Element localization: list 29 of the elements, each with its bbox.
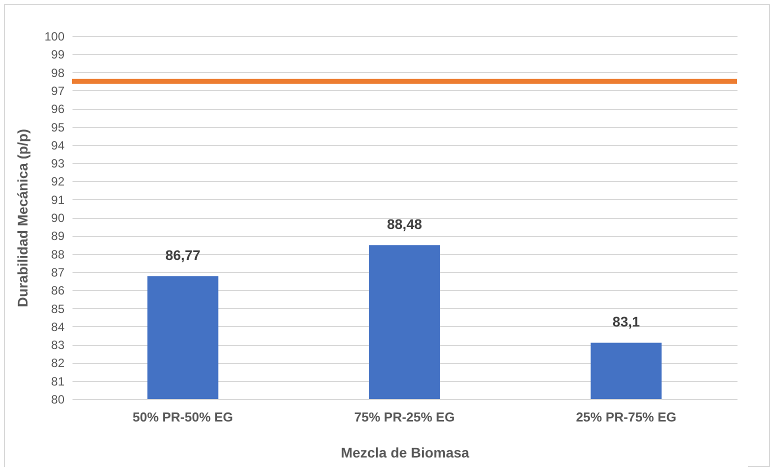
y-tick-label: 80 xyxy=(51,392,65,406)
y-tick-label: 87 xyxy=(51,265,65,280)
y-tick-label: 94 xyxy=(51,138,65,152)
data-label: 88,48 xyxy=(386,216,422,232)
x-tick-label: 25% PR-75% EG xyxy=(576,410,676,424)
y-tick-label: 97 xyxy=(51,84,65,98)
y-tick-label: 91 xyxy=(51,192,65,207)
y-tick-label: 93 xyxy=(51,156,65,171)
x-tick-label: 50% PR-50% EG xyxy=(132,410,234,424)
y-tick-label: 90 xyxy=(51,211,65,225)
y-tick-label: 84 xyxy=(51,320,65,334)
y-tick-label: 89 xyxy=(51,229,65,244)
data-label: 83,1 xyxy=(612,314,640,330)
y-tick-label: 98 xyxy=(51,66,65,80)
y-tick-label: 86 xyxy=(51,284,65,298)
y-axis-title: Durabilidad Mecánica (p/p) xyxy=(14,128,30,308)
x-tick-label: 75% PR-25% EG xyxy=(354,410,455,424)
data-label: 86,77 xyxy=(165,247,201,264)
y-tick-label: 85 xyxy=(51,302,65,316)
y-tick-label: 96 xyxy=(51,102,65,116)
y-tick-label: 83 xyxy=(51,338,65,352)
y-tick-label: 95 xyxy=(51,120,65,134)
y-tick-label: 92 xyxy=(51,174,65,189)
y-tick-label: 88 xyxy=(51,247,65,262)
y-tick-label: 81 xyxy=(51,374,65,388)
y-tick-label: 99 xyxy=(51,48,65,62)
x-axis-title: Mezcla de Biomasa xyxy=(340,444,470,460)
y-tick-label: 100 xyxy=(44,30,65,44)
y-tick-label: 82 xyxy=(51,356,65,370)
